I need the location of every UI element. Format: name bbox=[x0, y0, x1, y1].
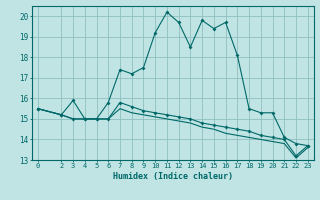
X-axis label: Humidex (Indice chaleur): Humidex (Indice chaleur) bbox=[113, 172, 233, 181]
